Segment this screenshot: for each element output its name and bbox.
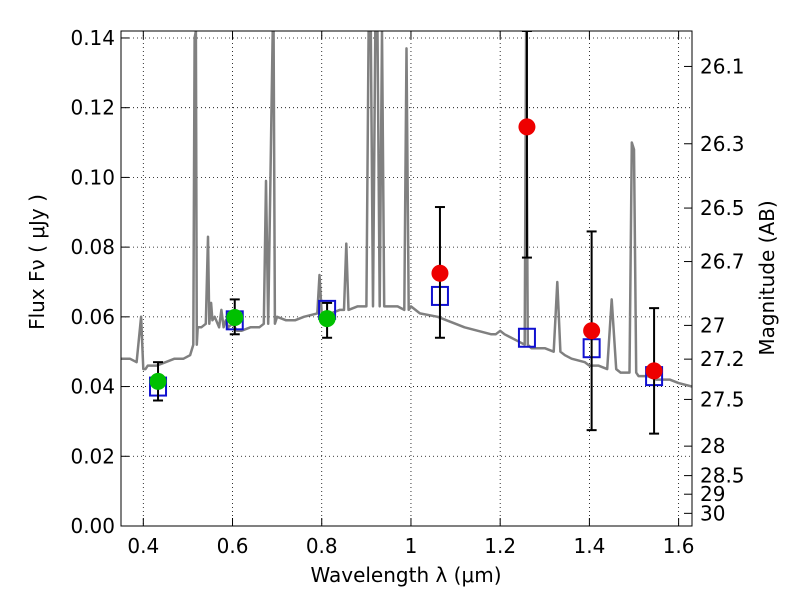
y2-tick-label: 26.1 xyxy=(700,54,745,78)
x-tick-label: 0.6 xyxy=(217,534,249,558)
y-axis-label: Flux Fν ( μJy ) xyxy=(25,194,49,330)
y-tick-label: 0.12 xyxy=(70,96,115,120)
optical-data-point xyxy=(149,372,167,390)
x-axis-label: Wavelength λ (μm) xyxy=(310,563,501,587)
y2-tick-label: 30 xyxy=(700,501,725,525)
x-tick-label: 0.8 xyxy=(306,534,338,558)
plot-area xyxy=(121,31,692,435)
y2-tick-label: 28.5 xyxy=(700,464,745,488)
y2-tick-label: 27 xyxy=(700,313,725,337)
y2-tick-label: 27.2 xyxy=(700,347,745,371)
x-tick-label: 1.4 xyxy=(573,534,605,558)
y2-tick-label: 29 xyxy=(700,482,725,506)
y2-tick-label: 26.7 xyxy=(700,250,745,274)
y-tick-label: 0.10 xyxy=(70,165,115,189)
model-spectrum-line xyxy=(121,31,692,388)
model-box-marker xyxy=(517,327,536,348)
grid xyxy=(121,31,692,527)
nir-data-point xyxy=(583,322,601,340)
tick-labels: 0.4 0.6 0.8 1 1.2 1.4 1.6 0.00 0.02 0.04 0.06 0.08 0… xyxy=(70,26,744,558)
nir-data-point xyxy=(518,118,536,136)
x-tick-label: 1.6 xyxy=(663,534,695,558)
x-tick-label: 1 xyxy=(405,534,418,558)
y-tick-label: 0.06 xyxy=(70,305,115,329)
y2-tick-label: 26.3 xyxy=(700,132,745,156)
y-tick-label: 0.14 xyxy=(70,26,115,50)
y-tick-label: 0.08 xyxy=(70,235,115,259)
y2-tick-label: 27.5 xyxy=(700,387,745,411)
y2-tick-label: 26.5 xyxy=(700,196,745,220)
nir-data-point xyxy=(645,362,663,380)
x-tick-label: 0.4 xyxy=(127,534,159,558)
optical-data-point xyxy=(318,310,336,328)
plot-frame xyxy=(120,30,693,527)
y-tick-label: 0.04 xyxy=(70,375,115,399)
y2-tick-label: 28 xyxy=(700,434,725,458)
x-tick-label: 1.2 xyxy=(484,534,516,558)
y-tick-label: 0.00 xyxy=(70,514,115,538)
y2-axis-label: Magnitude (AB) xyxy=(755,200,779,355)
optical-data-point xyxy=(226,309,244,327)
y-tick-label: 0.02 xyxy=(70,444,115,468)
nir-data-point xyxy=(431,264,449,282)
axis-ticks xyxy=(121,31,692,527)
